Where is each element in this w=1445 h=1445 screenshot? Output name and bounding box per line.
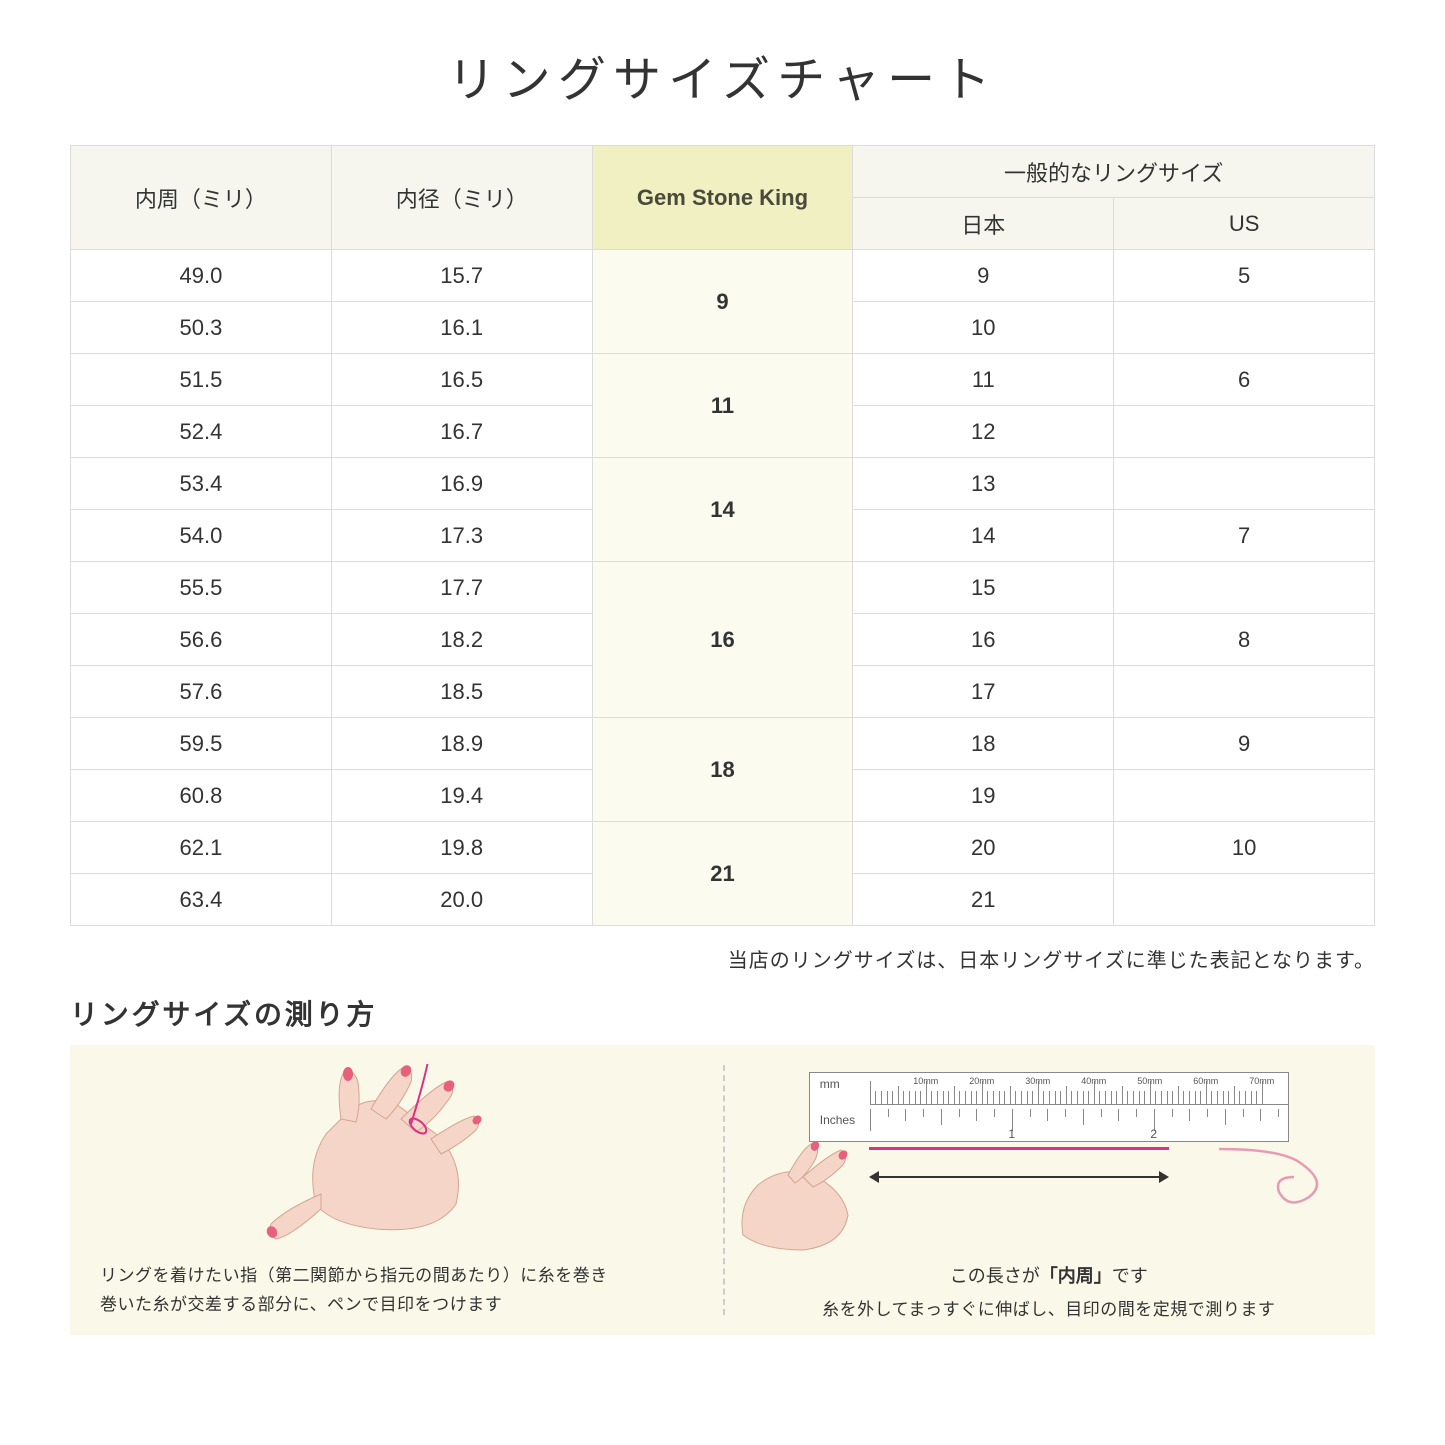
cell-circumference: 59.5 <box>71 718 332 770</box>
cell-japan: 12 <box>853 406 1114 458</box>
cell-circumference: 56.6 <box>71 614 332 666</box>
thread-curl <box>1219 1132 1339 1212</box>
cell-diameter: 17.7 <box>331 562 592 614</box>
cell-japan: 15 <box>853 562 1114 614</box>
cell-diameter: 17.3 <box>331 510 592 562</box>
th-gsk: Gem Stone King <box>592 146 853 250</box>
cell-circumference: 55.5 <box>71 562 332 614</box>
table-note: 当店のリングサイズは、日本リングサイズに準じた表記となります。 <box>70 944 1375 973</box>
cell-us <box>1114 406 1375 458</box>
cell-gsk: 16 <box>592 562 853 718</box>
ruler-body: mm Inches 10mm20mm30mm40mm50mm60mm70mm 1… <box>809 1072 1289 1142</box>
th-circumference: 内周（ミリ） <box>71 146 332 250</box>
cell-gsk: 11 <box>592 354 853 458</box>
cell-us: 9 <box>1114 718 1375 770</box>
cell-us <box>1114 666 1375 718</box>
cell-diameter: 20.0 <box>331 874 592 926</box>
cell-japan: 13 <box>853 458 1114 510</box>
cell-us: 6 <box>1114 354 1375 406</box>
table-row: 59.518.918189 <box>71 718 1375 770</box>
table-row: 55.517.71615 <box>71 562 1375 614</box>
cell-gsk: 21 <box>592 822 853 926</box>
th-japan: 日本 <box>853 198 1114 250</box>
cell-japan: 21 <box>853 874 1114 926</box>
thread-line <box>869 1147 1169 1150</box>
howto-left: リングを着けたい指（第二関節から指元の間あたり）に糸を巻き 巻いた糸が交差する部… <box>70 1045 723 1335</box>
cell-us <box>1114 874 1375 926</box>
cell-diameter: 16.7 <box>331 406 592 458</box>
ruler-mm-label: mm <box>820 1077 840 1091</box>
howto-panel: リングを着けたい指（第二関節から指元の間あたり）に糸を巻き 巻いた糸が交差する部… <box>70 1045 1375 1335</box>
cell-gsk: 9 <box>592 250 853 354</box>
cell-diameter: 16.5 <box>331 354 592 406</box>
cell-diameter: 16.9 <box>331 458 592 510</box>
th-us: US <box>1114 198 1375 250</box>
cell-us <box>1114 458 1375 510</box>
cell-us: 7 <box>1114 510 1375 562</box>
cell-japan: 10 <box>853 302 1114 354</box>
cell-diameter: 19.8 <box>331 822 592 874</box>
cell-us <box>1114 562 1375 614</box>
cell-diameter: 16.1 <box>331 302 592 354</box>
cell-japan: 14 <box>853 510 1114 562</box>
ring-size-table: 内周（ミリ） 内径（ミリ） Gem Stone King 一般的なリングサイズ … <box>70 145 1375 926</box>
howto-right: mm Inches 10mm20mm30mm40mm50mm60mm70mm 1… <box>723 1045 1376 1335</box>
cell-us: 10 <box>1114 822 1375 874</box>
page-title: リングサイズチャート <box>70 40 1375 110</box>
cell-japan: 20 <box>853 822 1114 874</box>
left-caption: リングを着けたい指（第二関節から指元の間あたり）に糸を巻き 巻いた糸が交差する部… <box>100 1262 693 1320</box>
table-row: 62.119.8212010 <box>71 822 1375 874</box>
ruler: mm Inches 10mm20mm30mm40mm50mm60mm70mm 1… <box>809 1072 1289 1288</box>
cell-us: 5 <box>1114 250 1375 302</box>
cell-us <box>1114 770 1375 822</box>
cell-gsk: 18 <box>592 718 853 822</box>
cell-circumference: 60.8 <box>71 770 332 822</box>
table-row: 51.516.511116 <box>71 354 1375 406</box>
cell-circumference: 52.4 <box>71 406 332 458</box>
cell-circumference: 50.3 <box>71 302 332 354</box>
cell-circumference: 54.0 <box>71 510 332 562</box>
cell-japan: 11 <box>853 354 1114 406</box>
cell-circumference: 63.4 <box>71 874 332 926</box>
cell-japan: 19 <box>853 770 1114 822</box>
cell-us: 8 <box>1114 614 1375 666</box>
cell-diameter: 19.4 <box>331 770 592 822</box>
left-caption-line1: リングを着けたい指（第二関節から指元の間あたり）に糸を巻き <box>100 1266 608 1285</box>
howto-title: リングサイズの測り方 <box>70 993 1375 1033</box>
cell-diameter: 18.2 <box>331 614 592 666</box>
ruler-inches-label: Inches <box>820 1113 855 1127</box>
th-diameter: 内径（ミリ） <box>331 146 592 250</box>
hand-wrap-illustration <box>236 1064 556 1264</box>
cell-japan: 16 <box>853 614 1114 666</box>
arrow-label: この長さが「内周」です <box>809 1262 1289 1288</box>
left-caption-line2: 巻いた糸が交差する部分に、ペンで目印をつけます <box>100 1295 502 1314</box>
cell-japan: 17 <box>853 666 1114 718</box>
th-general: 一般的なリングサイズ <box>853 146 1375 198</box>
cell-gsk: 14 <box>592 458 853 562</box>
right-caption: 糸を外してまっすぐに伸ばし、目印の間を定規で測ります <box>753 1295 1346 1320</box>
cell-circumference: 51.5 <box>71 354 332 406</box>
cell-japan: 18 <box>853 718 1114 770</box>
cell-diameter: 15.7 <box>331 250 592 302</box>
table-row: 49.015.7995 <box>71 250 1375 302</box>
cell-circumference: 49.0 <box>71 250 332 302</box>
cell-us <box>1114 302 1375 354</box>
cell-diameter: 18.9 <box>331 718 592 770</box>
cell-japan: 9 <box>853 250 1114 302</box>
ruler-ticks-mm: 10mm20mm30mm40mm50mm60mm70mm <box>870 1073 1288 1105</box>
cell-circumference: 53.4 <box>71 458 332 510</box>
cell-circumference: 62.1 <box>71 822 332 874</box>
cell-circumference: 57.6 <box>71 666 332 718</box>
table-row: 53.416.91413 <box>71 458 1375 510</box>
cell-diameter: 18.5 <box>331 666 592 718</box>
measurement-arrow <box>869 1167 1169 1187</box>
